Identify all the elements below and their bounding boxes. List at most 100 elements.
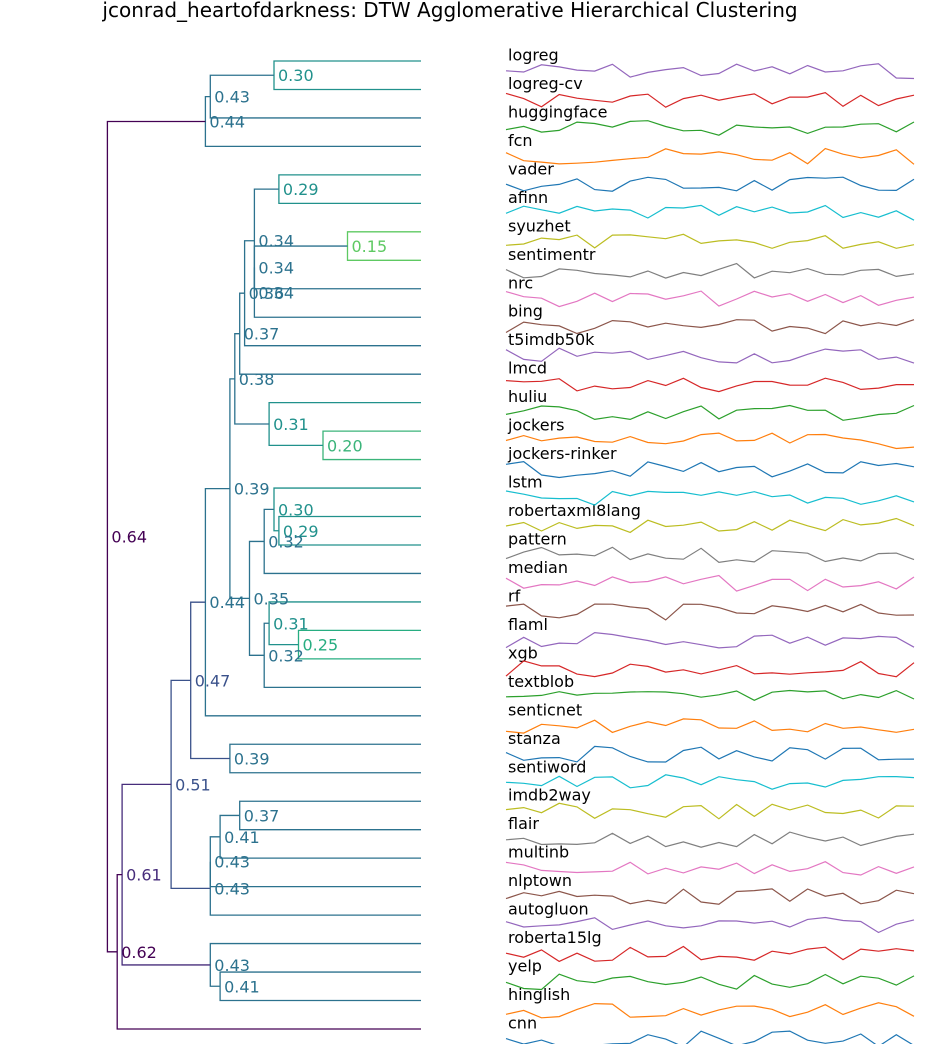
merge-distance-label: 0.43	[214, 956, 250, 975]
merge-distance-label: 0.61	[126, 866, 162, 885]
sentiment-sparkline	[505, 546, 915, 564]
dendrogram-link	[106, 120, 206, 953]
merge-node-m27: 0.43	[209, 836, 421, 888]
sentiment-sparkline	[505, 631, 915, 649]
sentiment-sparkline	[505, 888, 915, 905]
sentiment-sparkline	[505, 120, 915, 136]
leaf-label: syuzhet	[508, 216, 571, 235]
merge-distance-label: 0.39	[234, 750, 270, 769]
merge-distance-label: 0.44	[209, 593, 245, 612]
leaf-label: afinn	[508, 188, 548, 207]
merge-distance-label: 0.37	[244, 806, 280, 825]
leaf-label: multinb	[508, 843, 569, 862]
leaf-label: logreg-cv	[508, 74, 583, 93]
merge-node-m24: 0.47	[190, 601, 230, 760]
merge-distance-label: 0.37	[244, 325, 280, 344]
leaf-label: cnn	[508, 1013, 537, 1032]
merge-node-m32: 0.61	[121, 783, 211, 966]
sentiment-sparkline	[505, 517, 915, 534]
merge-node-m4: 0.29	[278, 174, 421, 204]
dendrogram-link	[253, 188, 279, 293]
merge-node-m33: 0.62	[116, 874, 421, 1030]
sentiment-sparkline	[505, 973, 915, 991]
merge-distance-label: 0.32	[268, 532, 304, 551]
merge-distance-label: 0.15	[352, 237, 388, 256]
leaf-label: jockers-rinker	[507, 444, 617, 463]
merge-distance-label: 0.34	[258, 283, 294, 302]
merge-node-m30: 0.41	[219, 971, 421, 1002]
sentiment-sparkline	[505, 603, 915, 621]
leaf-label: xgb	[508, 643, 538, 662]
merge-distance-label: 0.62	[121, 943, 157, 962]
leaf-label: roberta15lg	[508, 928, 602, 947]
merge-distance-label: 0.44	[209, 112, 245, 131]
sentiment-sparkline	[505, 204, 915, 221]
sentiment-sparkline	[505, 718, 915, 734]
merge-distance-label: 0.64	[111, 528, 147, 547]
sentiment-sparkline	[505, 1030, 913, 1044]
sentiment-sparkline	[505, 945, 915, 963]
merge-node-m1: 0.30	[273, 60, 421, 91]
merge-distance-label: 0.31	[273, 415, 309, 434]
sentiment-sparkline	[505, 377, 914, 393]
merge-distance-label: 0.41	[224, 828, 260, 847]
leaf-label: lstm	[508, 473, 543, 492]
leaf-label: sentimentr	[508, 245, 596, 264]
leaf-label: huggingface	[508, 102, 607, 121]
sentiment-sparkline	[505, 432, 915, 450]
leaf-label: flair	[508, 814, 539, 833]
merge-node-m11: 0.20	[322, 430, 421, 461]
leaf-label: logreg	[508, 46, 559, 65]
sentiment-sparkline	[505, 1002, 915, 1019]
dendrogram-link	[209, 861, 421, 916]
sentiment-sparkline	[505, 916, 915, 934]
sentiment-sparkline	[505, 831, 915, 848]
leaf-label: hinglish	[508, 985, 570, 1004]
leaf-label: autogluon	[508, 900, 589, 919]
merge-distance-label: 0.38	[239, 370, 275, 389]
merge-distance-label: 0.30	[278, 500, 314, 519]
merge-node-m17: 0.25	[297, 629, 421, 660]
merge-distance-label: 0.43	[214, 853, 250, 872]
merge-distance-label: 0.29	[283, 522, 319, 541]
merge-distance-label: 0.43	[214, 88, 250, 107]
merge-distance-label: 0.34	[258, 258, 294, 277]
leaf-label: median	[508, 558, 568, 577]
merge-distance-label: 0.31	[273, 614, 309, 633]
sentiment-sparkline	[505, 63, 915, 80]
leaf-label: imdb2way	[508, 786, 591, 805]
leaf-label: rf	[508, 586, 521, 605]
merge-distance-label: 0.39	[234, 480, 270, 499]
merge-distance-label: 0.29	[283, 180, 319, 199]
merge-distance-label: 0.25	[303, 636, 339, 655]
sentiment-sparkline	[505, 460, 915, 479]
sentiment-sparkline	[505, 404, 915, 421]
merge-node-m5: 0.15	[346, 231, 421, 261]
sentiment-sparkline	[505, 290, 915, 308]
merge-node-m34: 0.64	[106, 120, 206, 953]
merge-distance-label: 0.32	[268, 646, 304, 665]
sentiment-sparkline	[505, 802, 915, 820]
merge-distance-label: 0.41	[224, 977, 260, 996]
leaf-label: vader	[508, 159, 554, 178]
sentiment-sparkline	[505, 176, 915, 192]
sentiment-sparkline	[505, 861, 915, 876]
leaf-label: huliu	[508, 387, 547, 406]
merge-distance-label: 0.30	[278, 66, 314, 85]
sentiment-sparkline	[505, 490, 915, 506]
merge-distance-label: 0.35	[254, 589, 290, 608]
dendrogram-link	[116, 874, 421, 1030]
leaf-label: t5imdb50k	[508, 330, 595, 349]
merge-distance-label: 0.36	[249, 284, 285, 303]
leaf-label: jockers	[507, 416, 564, 435]
sentiment-sparkline	[505, 745, 915, 763]
sparklines	[505, 63, 915, 1044]
leaf-label: sentiword	[508, 757, 586, 776]
merge-distance-label: 0.34	[258, 232, 294, 251]
sentiment-sparkline	[505, 233, 915, 249]
leaf-label: senticnet	[508, 700, 582, 719]
sentiment-sparkline	[505, 660, 915, 678]
sentiment-sparkline	[505, 262, 915, 279]
